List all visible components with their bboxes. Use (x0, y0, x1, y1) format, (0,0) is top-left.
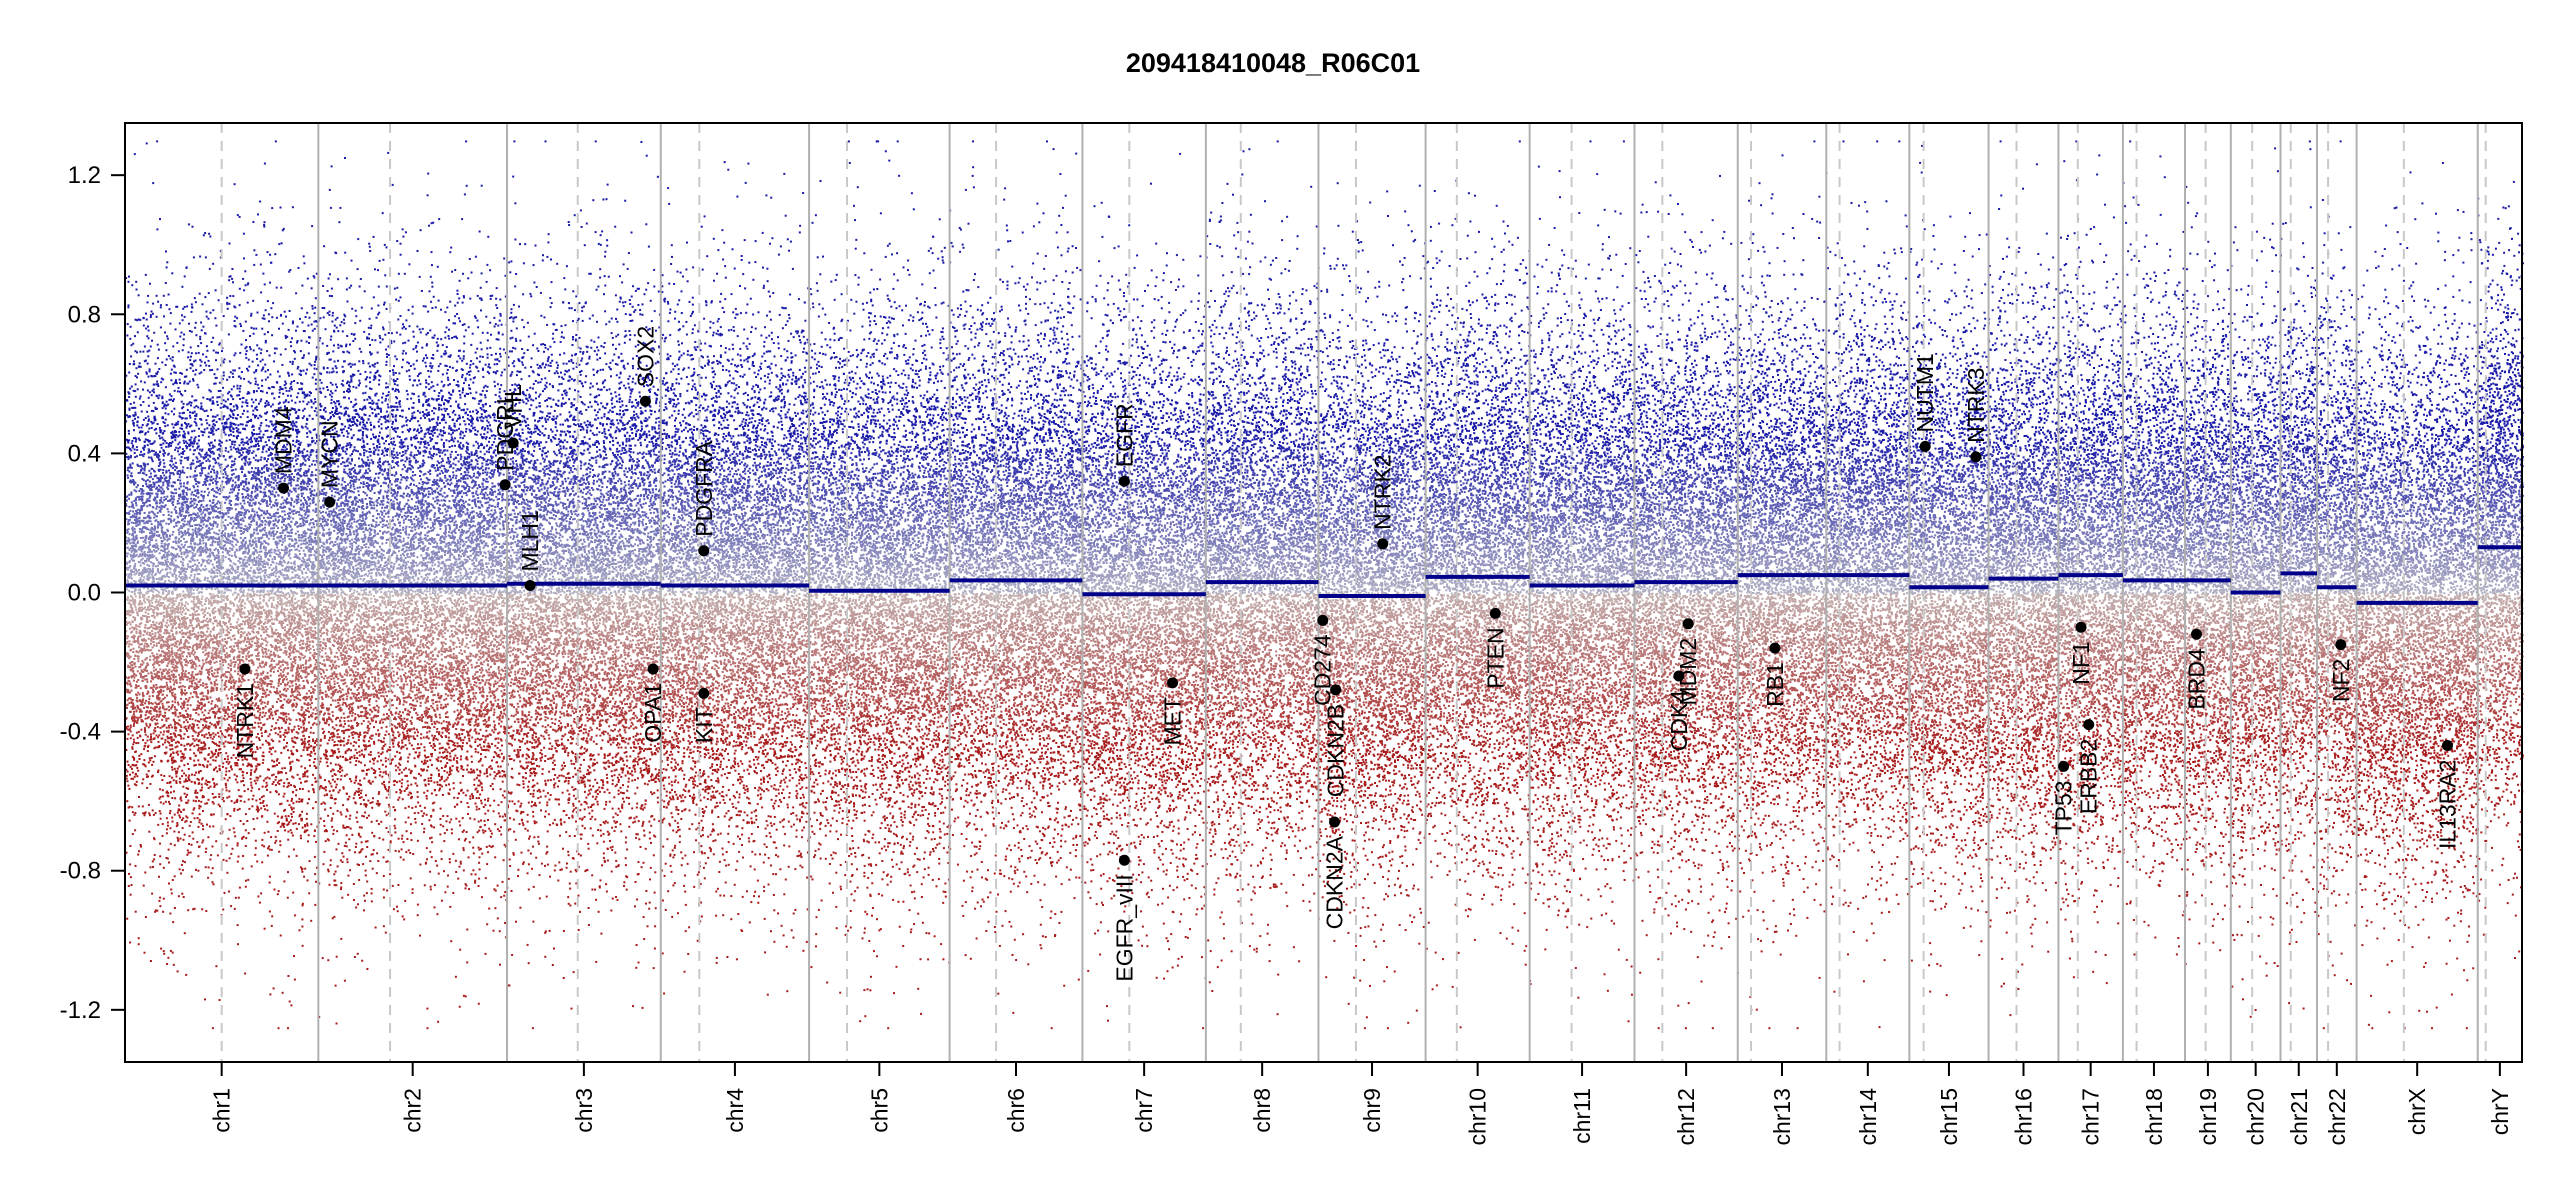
gene-marker-MET (1167, 677, 1178, 688)
gene-marker-PDGFRA (698, 545, 709, 556)
x-tick-label-chr4: chr4 (722, 1088, 748, 1133)
gene-marker-NTRK1 (239, 664, 250, 675)
gene-marker-CD274 (1317, 615, 1328, 626)
gene-marker-IL13RA2 (2442, 740, 2453, 751)
x-tick-label-chr18: chr18 (2141, 1088, 2167, 1146)
gene-marker-PDGRL (500, 479, 511, 490)
gene-label-NUTM1: NUTM1 (1912, 353, 1938, 432)
gene-label-CDKN2A: CDKN2A (1322, 835, 1348, 929)
x-tick-label-chr6: chr6 (1003, 1088, 1029, 1133)
gene-label-EGFR: EGFR (1111, 403, 1137, 467)
cnv-plot-svg: 209418410048_R06C01 NTRK1MDM4 MYCN PDGRLVH… (0, 0, 2550, 1200)
gene-label-IL13RA2: IL13RA2 (2434, 760, 2460, 850)
gene-marker-EGFR_vIII (1119, 855, 1130, 866)
gene-label-OPA1: OPA1 (640, 683, 666, 743)
cnv-chart: 209418410048_R06C01 NTRK1 MDM4 MYCN PDGRL VH… (0, 0, 2550, 1200)
gene-marker-NUTM1 (1920, 441, 1931, 452)
y-tick-label: 0.8 (68, 301, 101, 328)
gene-label-CDKN2B: CDKN2B (1323, 704, 1349, 797)
gene-label-NTRK3: NTRK3 (1963, 367, 1989, 442)
y-tick-label: -0.8 (60, 858, 101, 885)
gene-marker-NF1 (2075, 622, 2086, 633)
gene-marker-NF2 (2335, 639, 2346, 650)
x-tick-label-chr21: chr21 (2286, 1088, 2312, 1146)
x-tick-label-chr15: chr15 (1936, 1088, 1962, 1146)
chart-title: 209418410048_R06C01 (1126, 48, 1420, 78)
gene-marker-MDM4 (278, 483, 289, 494)
y-tick-label: -1.2 (60, 997, 101, 1024)
gene-label-ERBB2: ERBB2 (2076, 739, 2102, 814)
gene-marker-NTRK3 (1970, 451, 1981, 462)
gene-marker-BRD4 (2191, 629, 2202, 640)
gene-marker-SOX2 (640, 396, 651, 407)
gene-label-PTEN: PTEN (1482, 627, 1508, 688)
x-tick-label-chrX: chrX (2404, 1088, 2430, 1135)
y-tick-label: -0.4 (60, 719, 101, 746)
x-tick-label-chr19: chr19 (2195, 1088, 2221, 1146)
gene-marker-OPA1 (648, 664, 659, 675)
gene-marker-EGFR (1119, 476, 1130, 487)
gene-label-VHL: VHL (500, 384, 526, 429)
gene-marker-CDKN2B (1330, 684, 1341, 695)
gene-marker-PTEN (1490, 608, 1501, 619)
gene-label-MDM2: MDM2 (1675, 638, 1701, 706)
gene-label-SOX2: SOX2 (632, 326, 658, 387)
gene-label-MLH1: MLH1 (517, 510, 543, 571)
gene-label-NTRK1: NTRK1 (232, 683, 258, 758)
x-tick-label-chr13: chr13 (1769, 1088, 1795, 1146)
x-tick-label-chr17: chr17 (2078, 1088, 2104, 1146)
gene-marker-RB1 (1769, 643, 1780, 654)
y-tick-label: 0.4 (68, 440, 101, 467)
gene-label-MET: MET (1160, 697, 1186, 746)
gene-label-MYCN: MYCN (317, 420, 343, 488)
x-tick-label-chr9: chr9 (1359, 1088, 1385, 1133)
x-tick-label-chr22: chr22 (2324, 1088, 2350, 1146)
x-tick-label-chr1: chr1 (209, 1088, 235, 1133)
x-tick-label-chr2: chr2 (400, 1088, 426, 1133)
gene-marker-KIT (698, 688, 709, 699)
gene-label-NTRK2: NTRK2 (1370, 454, 1396, 529)
x-tick-label-chr7: chr7 (1131, 1088, 1157, 1133)
x-tick-label-chrY: chrY (2487, 1088, 2513, 1135)
gene-label-BRD4: BRD4 (2183, 648, 2209, 710)
gene-label-TP53: TP53 (2051, 780, 2077, 835)
gene-marker-CDKN2A (1329, 817, 1340, 828)
gene-marker-TP53 (2058, 761, 2069, 772)
gene-label-RB1: RB1 (1762, 662, 1788, 707)
x-tick-label-chr3: chr3 (571, 1088, 597, 1133)
y-tick-label: 1.2 (68, 162, 101, 189)
gene-label-CD274: CD274 (1310, 634, 1336, 706)
gene-label-NF2: NF2 (2328, 659, 2354, 702)
gene-label-NF1: NF1 (2068, 641, 2094, 684)
y-tick-label: 0.0 (68, 580, 101, 607)
x-tick-label-chr12: chr12 (1673, 1088, 1699, 1146)
gene-label-EGFR_vIII: EGFR_vIII (1111, 874, 1137, 981)
x-tick-label-chr16: chr16 (2010, 1088, 2036, 1146)
gene-marker-NTRK2 (1377, 538, 1388, 549)
x-tick-label-chr5: chr5 (866, 1088, 892, 1133)
gene-marker-MLH1 (525, 580, 536, 591)
gene-marker-MDM2 (1683, 618, 1694, 629)
x-tick-label-chr20: chr20 (2243, 1088, 2269, 1146)
x-tick-label-chr11: chr11 (1569, 1088, 1595, 1144)
gene-label-MDM4: MDM4 (271, 406, 297, 474)
x-tick-label-chr8: chr8 (1249, 1088, 1275, 1133)
gene-label-KIT: KIT (691, 707, 717, 743)
x-tick-label-chr10: chr10 (1465, 1088, 1491, 1146)
gene-marker-ERBB2 (2083, 719, 2094, 730)
gene-marker-VHL (508, 437, 519, 448)
gene-marker-MYCN (324, 497, 335, 508)
x-tick-label-chr14: chr14 (1855, 1088, 1881, 1146)
gene-label-PDGFRA: PDGFRA (691, 440, 717, 537)
